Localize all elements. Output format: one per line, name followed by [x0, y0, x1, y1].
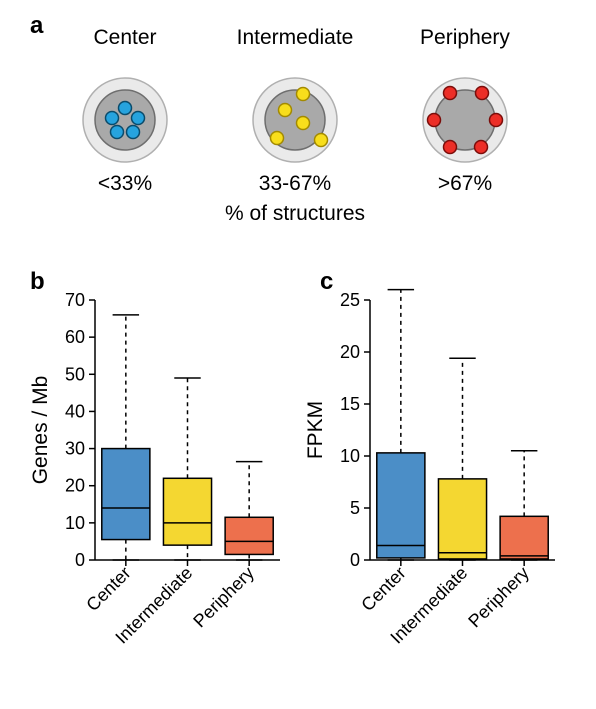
ytick-label: 10: [340, 446, 360, 466]
ytick-label: 5: [350, 498, 360, 518]
xtick-label: Center: [357, 563, 409, 615]
box: [377, 453, 425, 558]
box: [438, 479, 486, 559]
xtick-label: Periphery: [464, 563, 533, 632]
ytick-label: 25: [340, 290, 360, 310]
y-axis-label: FPKM: [304, 401, 327, 459]
ytick-label: 20: [340, 342, 360, 362]
ytick-label: 15: [340, 394, 360, 414]
ytick-label: 0: [350, 550, 360, 570]
box: [500, 516, 548, 559]
panel-c-boxplot: 0510152025CenterIntermediatePeripheryFPK…: [0, 0, 596, 709]
